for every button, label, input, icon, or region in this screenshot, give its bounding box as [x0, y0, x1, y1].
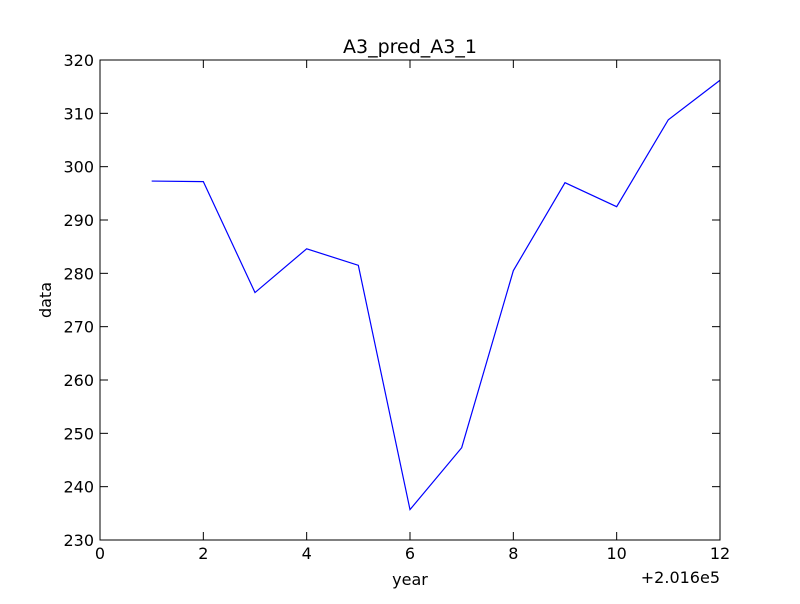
x-tick-label: 12	[710, 544, 730, 563]
x-tick-label: 10	[606, 544, 626, 563]
plot-frame	[99, 59, 721, 541]
x-tick-label: 0	[95, 544, 105, 563]
x-axis-offset-label: +2.016e5	[641, 568, 720, 587]
y-axis-label: data	[36, 282, 55, 318]
y-tick-label: 280	[63, 264, 94, 283]
y-tick-label: 250	[63, 424, 94, 443]
ticks-layer: 0 2 4 6 8 10 12 230 240 250 260 270 280 290 300 310 320	[63, 51, 730, 563]
y-tick-label: 290	[63, 211, 94, 230]
x-axis-label: year	[392, 570, 428, 589]
y-tick-label: 300	[63, 158, 94, 177]
series-layer	[151, 79, 721, 511]
x-tick-label: 4	[302, 544, 312, 563]
y-tick-label: 310	[63, 104, 94, 123]
y-tick-label: 260	[63, 371, 94, 390]
x-tick-label: 8	[508, 544, 518, 563]
y-tick-label: 240	[63, 478, 94, 497]
y-tick-label: 320	[63, 51, 94, 70]
y-tick-label: 230	[63, 531, 94, 550]
chart-title: A3_pred_A3_1	[343, 36, 477, 58]
y-tick-label: 270	[63, 318, 94, 337]
x-tick-label: 2	[198, 544, 208, 563]
series-line-0	[151, 79, 721, 511]
x-tick-label: 6	[405, 544, 415, 563]
